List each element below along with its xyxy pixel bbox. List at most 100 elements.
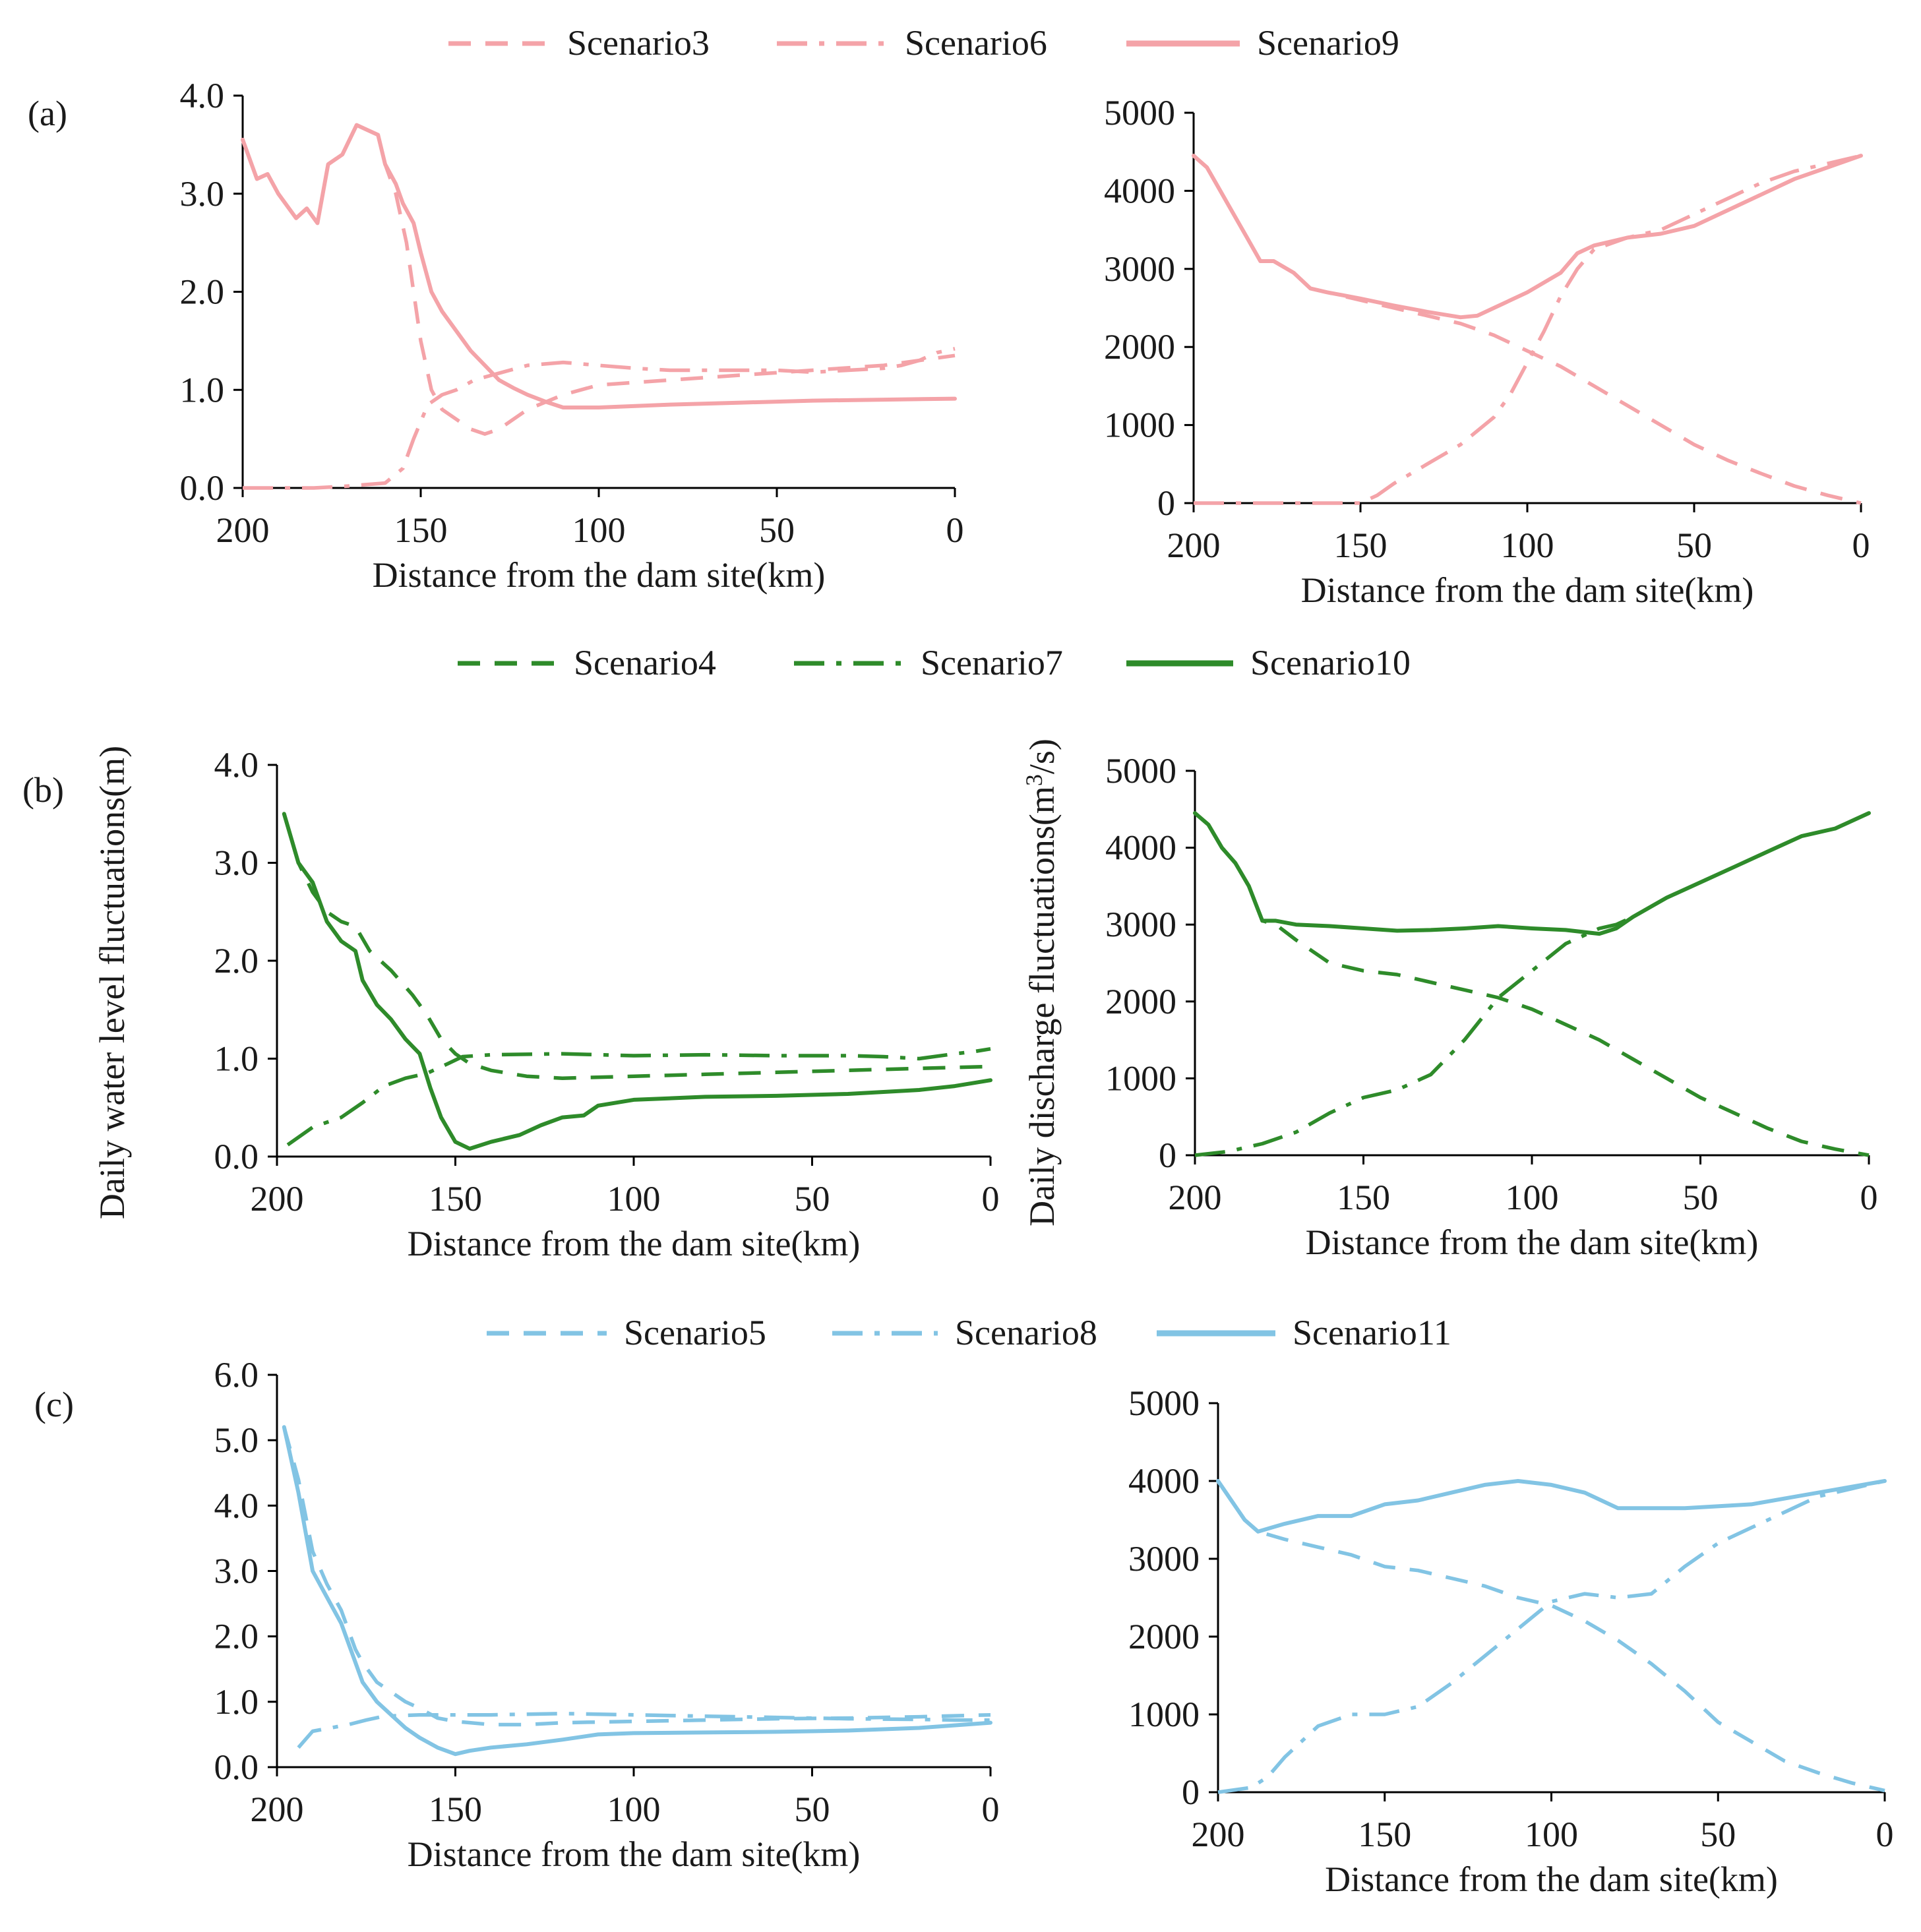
y-tick-label: 5.0 xyxy=(214,1420,259,1460)
y-tick-label: 1000 xyxy=(1104,406,1175,445)
y-tick-label: 0.0 xyxy=(214,1747,259,1787)
panel-label-a: (a) xyxy=(28,94,67,133)
chart-a-discharge: 0 1000 2000 3000 4000 5000 200 150 100 50 0 Distanc… xyxy=(1104,93,1870,610)
y-tick-label: 0 xyxy=(1182,1772,1200,1812)
x-tick-label: 200 xyxy=(216,510,270,550)
y-tick-label: 3000 xyxy=(1128,1539,1200,1579)
y-tick-label: 0.0 xyxy=(214,1137,259,1176)
x-tick-label: 50 xyxy=(795,1790,830,1829)
x-tick-label: 50 xyxy=(1700,1815,1736,1854)
chart-b-water-level: 0.0 1.0 2.0 3.0 4.0 200 150 100 50 0 Distance from… xyxy=(214,745,1000,1263)
series-line-scenario9 xyxy=(1192,154,1863,320)
y-tick-label: 1.0 xyxy=(214,1682,259,1722)
x-tick-label: 0 xyxy=(982,1179,1000,1219)
legend-b: Scenario4 Scenario7 Scenario10 xyxy=(458,643,1411,682)
x-tick-label: 150 xyxy=(429,1179,482,1219)
legend-a: Scenario3 Scenario6 Scenario9 xyxy=(448,23,1399,63)
x-axis-title: Distance from the dam site(km) xyxy=(408,1834,861,1874)
x-tick-label: 50 xyxy=(759,510,795,550)
series-line-scenario5 xyxy=(1216,1480,1885,1793)
ylabel-water-level: Daily water level fluctuations(m) xyxy=(92,746,132,1219)
x-tick-label: 50 xyxy=(795,1179,830,1219)
x-axis-title: Distance from the dam site(km) xyxy=(1306,1223,1759,1262)
y-tick-label: 4000 xyxy=(1128,1461,1200,1501)
x-axis-title: Distance from the dam site(km) xyxy=(408,1224,861,1263)
y-tick-label: 1.0 xyxy=(214,1039,259,1079)
legend-label-scenario10: Scenario10 xyxy=(1250,643,1411,682)
series-line-scenario3 xyxy=(241,123,956,436)
y-tick-label: 4.0 xyxy=(214,745,259,785)
x-tick-label: 0 xyxy=(1852,526,1870,565)
legend-c: Scenario5 Scenario8 Scenario11 xyxy=(487,1313,1451,1352)
chart-b-discharge: 0 1000 2000 3000 4000 5000 200 150 100 50 0 Distanc… xyxy=(1105,751,1878,1262)
y-tick-label: 0 xyxy=(1157,483,1175,523)
chart-c-discharge: 0 1000 2000 3000 4000 5000 200 150 100 50 0 Distanc… xyxy=(1128,1383,1894,1899)
x-tick-label: 150 xyxy=(429,1790,482,1829)
x-tick-label: 100 xyxy=(607,1179,661,1219)
x-tick-label: 50 xyxy=(1676,526,1712,565)
y-tick-label: 6.0 xyxy=(214,1355,259,1395)
y-tick-label: 3000 xyxy=(1105,905,1176,944)
x-tick-label: 200 xyxy=(251,1790,304,1829)
series-line-scenario4 xyxy=(1194,812,1870,1157)
y-tick-label: 5000 xyxy=(1105,751,1176,791)
y-tick-label: 2.0 xyxy=(214,1617,259,1656)
x-tick-label: 0 xyxy=(1860,1178,1878,1217)
y-tick-label: 0 xyxy=(1159,1135,1176,1175)
x-tick-label: 50 xyxy=(1683,1178,1719,1217)
y-tick-label: 3.0 xyxy=(214,843,259,883)
series-line-scenario5 xyxy=(282,1426,991,1727)
y-tick-label: 2.0 xyxy=(180,272,225,312)
x-tick-label: 150 xyxy=(394,510,448,550)
series-line-scenario11 xyxy=(282,1425,992,1757)
chart-a-water-level: 0.0 1.0 2.0 3.0 4.0 200 150 100 50 0 Distance from… xyxy=(180,76,964,595)
x-tick-label: 0 xyxy=(982,1790,1000,1829)
y-tick-label: 4.0 xyxy=(180,76,225,115)
x-tick-label: 100 xyxy=(572,510,626,550)
legend-label-scenario3: Scenario3 xyxy=(567,23,710,63)
x-axis-title: Distance from the dam site(km) xyxy=(373,555,826,595)
series-line-scenario11 xyxy=(1216,1479,1887,1534)
y-tick-label: 3.0 xyxy=(180,174,225,214)
y-tick-label: 5000 xyxy=(1104,93,1175,133)
x-tick-label: 100 xyxy=(1525,1815,1578,1854)
y-tick-label: 1000 xyxy=(1105,1058,1176,1098)
x-tick-label: 100 xyxy=(607,1790,661,1829)
ylabel-discharge: Daily discharge fluctuations(m3/s) xyxy=(1021,739,1062,1226)
y-tick-label: 2000 xyxy=(1104,327,1175,367)
y-tick-label: 3000 xyxy=(1104,249,1175,289)
series-line-scenario6 xyxy=(1194,154,1862,505)
panel-label-b: (b) xyxy=(22,770,64,810)
y-tick-label: 4.0 xyxy=(214,1486,259,1525)
x-axis-title: Distance from the dam site(km) xyxy=(1325,1859,1778,1899)
y-tick-label: 1000 xyxy=(1128,1695,1200,1734)
y-tick-label: 2.0 xyxy=(214,941,259,981)
x-tick-label: 200 xyxy=(1192,1815,1245,1854)
chart-c-water-level: 0.0 1.0 2.0 3.0 4.0 5.0 6.0 200 150 100 50 0 Distanc… xyxy=(214,1355,1000,1874)
legend-label-scenario6: Scenario6 xyxy=(905,23,1047,63)
x-tick-label: 100 xyxy=(1506,1178,1559,1217)
panel-label-c: (c) xyxy=(34,1385,74,1424)
x-tick-label: 0 xyxy=(946,510,964,550)
x-axis-title: Distance from the dam site(km) xyxy=(1301,570,1754,610)
y-tick-label: 5000 xyxy=(1128,1383,1200,1423)
y-tick-label: 3.0 xyxy=(214,1552,259,1591)
y-tick-label: 2000 xyxy=(1105,982,1176,1021)
legend-label-scenario7: Scenario7 xyxy=(921,643,1063,682)
series-line-scenario8 xyxy=(1217,1479,1885,1794)
series-line-scenario7 xyxy=(1194,811,1870,1157)
x-tick-label: 200 xyxy=(251,1179,304,1219)
legend-label-scenario5: Scenario5 xyxy=(624,1313,766,1352)
y-tick-label: 4000 xyxy=(1104,171,1175,210)
x-tick-label: 200 xyxy=(1167,526,1221,565)
series-line-scenario8 xyxy=(297,1711,991,1749)
series-line-scenario10 xyxy=(1193,811,1871,936)
x-tick-label: 200 xyxy=(1169,1178,1222,1217)
x-tick-label: 150 xyxy=(1334,526,1387,565)
x-tick-label: 100 xyxy=(1501,526,1554,565)
series-line-scenario4 xyxy=(282,813,991,1080)
legend-label-scenario4: Scenario4 xyxy=(574,643,716,682)
y-tick-label: 4000 xyxy=(1105,828,1176,868)
legend-label-scenario8: Scenario8 xyxy=(955,1313,1097,1352)
